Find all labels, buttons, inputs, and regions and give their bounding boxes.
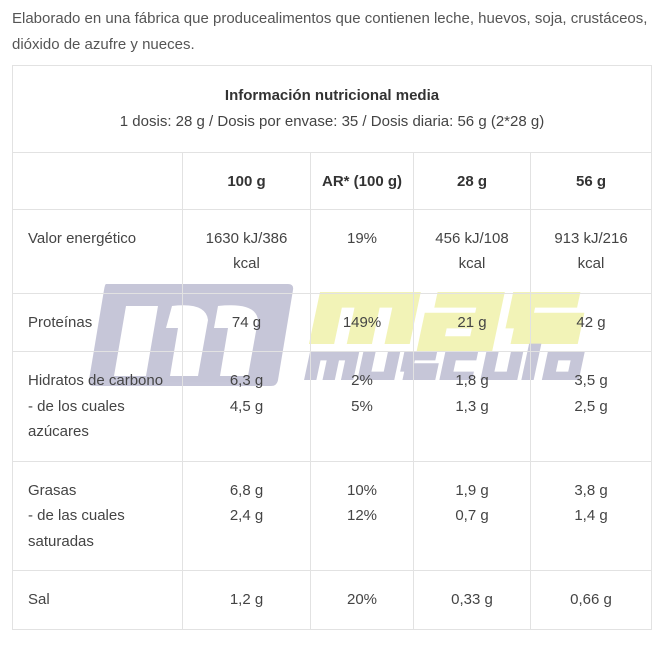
table-row: Grasas - de las cuales saturadas 6,8 g 2,4 … <box>12 460 653 571</box>
cell-value: 2% 5% <box>310 351 414 462</box>
table-title: Información nutricional media <box>224 87 440 104</box>
value-line: 1,4 g <box>574 507 608 524</box>
cell-value: 1630 kJ/386 kcal <box>182 208 311 294</box>
cell-value: 6,3 g 4,5 g <box>182 351 311 462</box>
value-line: 21 g <box>457 313 487 331</box>
label-line: Valor energético <box>28 229 137 247</box>
value-line: 0,66 g <box>570 591 612 608</box>
label-line: - de las cuales saturadas <box>28 507 125 550</box>
value-line: 1630 kJ/386 kcal <box>205 229 288 273</box>
cell-value: 42 g <box>529 292 653 352</box>
row-label: Proteínas <box>12 292 183 352</box>
value-line: 20% <box>346 591 378 608</box>
row-label: Hidratos de carbono - de los cuales azúca… <box>12 351 183 462</box>
column-header: 56 g <box>529 152 653 210</box>
label-line: Proteínas <box>28 313 93 331</box>
cell-value: 1,8 g 1,3 g <box>413 351 531 462</box>
value-line: 149% <box>342 313 382 331</box>
column-header: 28 g <box>413 152 531 210</box>
value-line: 0,33 g <box>451 591 493 608</box>
row-label: Grasas - de las cuales saturadas <box>12 460 183 571</box>
cell-value: 20% <box>310 570 414 630</box>
table-subtitle: 1 dosis: 28 g / Dosis por envase: 35 / D… <box>119 112 545 130</box>
column-header: AR* (100 g) <box>310 152 414 210</box>
table-row: Valor energético 1630 kJ/386 kcal 19% 456 k… <box>12 208 653 294</box>
table-header: Información nutricional media 1 dosis: 2… <box>11 65 653 153</box>
cell-value: 456 kJ/108 kcal <box>413 208 531 294</box>
column-headers: 100 g AR* (100 g) 28 g 56 g <box>12 152 653 210</box>
value-line: 12% <box>346 507 378 524</box>
label-line: Hidratos de carbono <box>28 372 164 389</box>
label-line: - de los cuales azúcares <box>28 397 125 441</box>
label-line: Grasas <box>28 481 77 499</box>
cell-value: 74 g <box>182 292 311 352</box>
value-line: 1,8 g <box>455 372 489 389</box>
value-line: 10% <box>346 481 378 499</box>
column-header <box>12 152 183 210</box>
cell-value: 149% <box>310 292 414 352</box>
cell-value: 6,8 g 2,4 g <box>182 460 311 571</box>
intro-text: Elaborado en una fábrica que producealim… <box>12 10 648 53</box>
value-line: 1,2 g <box>229 591 264 608</box>
value-line: 6,3 g <box>229 372 264 389</box>
value-line: 456 kJ/108 kcal <box>435 229 509 273</box>
cell-value: 1,2 g <box>182 570 311 630</box>
row-label: Valor energético <box>12 208 183 294</box>
value-line: 6,8 g <box>229 481 264 499</box>
cell-value: 0,66 g <box>529 570 653 630</box>
value-line: 3,8 g <box>574 481 608 499</box>
cell-value: 19% <box>310 208 414 294</box>
table-row: Proteínas 74 g 149% 21 g 42 g <box>12 292 653 352</box>
value-line: 19% <box>346 229 378 247</box>
value-line: 1,9 g <box>455 481 489 499</box>
value-line: 1,3 g <box>455 397 489 415</box>
label-line: Sal <box>28 591 50 608</box>
cell-value: 10% 12% <box>310 460 414 571</box>
cell-value: 21 g <box>413 292 531 352</box>
value-line: 0,7 g <box>455 507 489 524</box>
value-line: 913 kJ/216 kcal <box>554 229 628 273</box>
nutrition-table: Información nutricional media 1 dosis: 2… <box>11 65 653 630</box>
value-line: 42 g <box>576 313 606 331</box>
value-line: 5% <box>351 397 373 415</box>
row-label: Sal <box>12 570 183 630</box>
table-row: Sal 1,2 g 20% 0,33 g 0,66 g <box>12 570 653 630</box>
cell-value: 3,5 g 2,5 g <box>529 351 653 462</box>
value-line: 74 g <box>231 313 262 331</box>
cell-value: 3,8 g 1,4 g <box>529 460 653 571</box>
cell-value: 1,9 g 0,7 g <box>413 460 531 571</box>
column-header: 100 g <box>182 152 311 210</box>
value-line: 2,5 g <box>574 397 608 415</box>
value-line: 2,4 g <box>229 507 264 524</box>
value-line: 2% <box>351 372 373 389</box>
cell-value: 0,33 g <box>413 570 531 630</box>
value-line: 4,5 g <box>229 397 264 415</box>
value-line: 3,5 g <box>574 372 608 389</box>
cell-value: 913 kJ/216 kcal <box>529 208 653 294</box>
table-row: Hidratos de carbono - de los cuales azúca… <box>12 351 653 462</box>
